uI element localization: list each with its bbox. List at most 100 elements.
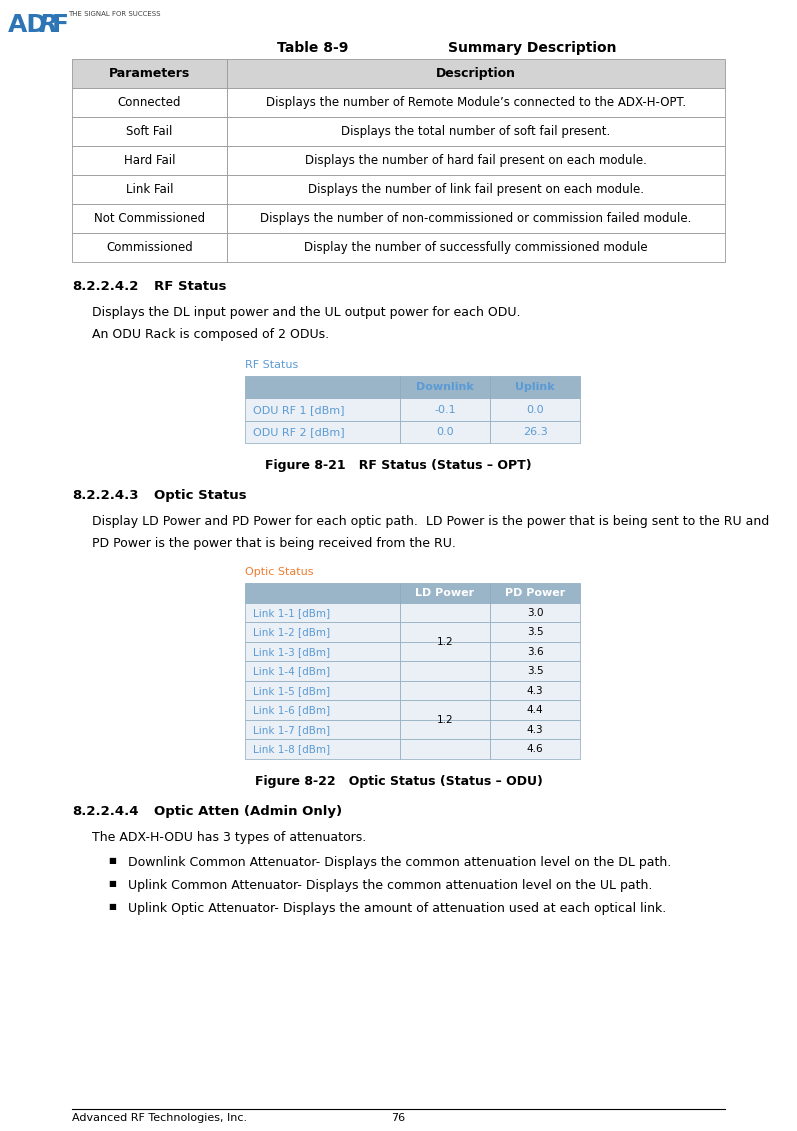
Text: 4.3: 4.3 bbox=[527, 725, 544, 735]
Text: 3.0: 3.0 bbox=[527, 607, 544, 618]
Text: 26.3: 26.3 bbox=[523, 428, 548, 438]
Text: Table 8-9: Table 8-9 bbox=[277, 41, 348, 55]
Bar bbox=[245, 681, 400, 700]
Bar bbox=[72, 88, 227, 116]
Bar bbox=[245, 603, 400, 622]
Text: Displays the number of hard fail present on each module.: Displays the number of hard fail present… bbox=[305, 154, 647, 167]
Text: Displays the number of Remote Module’s connected to the ADX-H-OPT.: Displays the number of Remote Module’s c… bbox=[266, 96, 686, 109]
Text: Link 1-5 [dBm]: Link 1-5 [dBm] bbox=[253, 685, 330, 696]
Text: F: F bbox=[52, 12, 69, 37]
Text: Optic Status: Optic Status bbox=[245, 568, 313, 578]
Text: 3.6: 3.6 bbox=[527, 647, 544, 657]
Text: -0.1: -0.1 bbox=[434, 405, 456, 415]
Bar bbox=[400, 421, 490, 443]
Bar bbox=[227, 59, 725, 88]
Text: RF Status: RF Status bbox=[154, 280, 226, 293]
Bar bbox=[400, 662, 490, 681]
Bar bbox=[227, 116, 725, 146]
Text: Advanced RF Technologies, Inc.: Advanced RF Technologies, Inc. bbox=[72, 1113, 247, 1123]
Bar bbox=[227, 233, 725, 262]
Text: Displays the number of non-commissioned or commission failed module.: Displays the number of non-commissioned … bbox=[261, 211, 692, 225]
Text: 8.2.2.4.4: 8.2.2.4.4 bbox=[72, 805, 139, 818]
Bar bbox=[400, 681, 490, 700]
Bar bbox=[227, 175, 725, 204]
Text: AD: AD bbox=[8, 12, 48, 37]
Bar bbox=[72, 116, 227, 146]
Bar bbox=[490, 700, 580, 720]
Bar bbox=[245, 642, 400, 662]
Text: Displays the DL input power and the UL output power for each ODU.: Displays the DL input power and the UL o… bbox=[92, 307, 520, 319]
Text: Link 1-1 [dBm]: Link 1-1 [dBm] bbox=[253, 607, 330, 618]
Text: 1.2: 1.2 bbox=[437, 637, 453, 647]
Bar bbox=[490, 375, 580, 398]
Bar bbox=[72, 204, 227, 233]
Text: 8.2.2.4.3: 8.2.2.4.3 bbox=[72, 490, 139, 502]
Text: Link Fail: Link Fail bbox=[126, 183, 173, 196]
Text: Link 1-8 [dBm]: Link 1-8 [dBm] bbox=[253, 744, 330, 754]
Text: Uplink Optic Attenuator- Displays the amount of attenuation used at each optical: Uplink Optic Attenuator- Displays the am… bbox=[128, 903, 666, 915]
Text: Downlink Common Attenuator- Displays the common attenuation level on the DL path: Downlink Common Attenuator- Displays the… bbox=[128, 856, 671, 869]
Text: Figure 8-22   Optic Status (Status – ODU): Figure 8-22 Optic Status (Status – ODU) bbox=[254, 775, 543, 788]
Bar bbox=[72, 175, 227, 204]
Text: 3.5: 3.5 bbox=[527, 628, 544, 637]
Bar bbox=[400, 740, 490, 759]
Bar bbox=[490, 622, 580, 642]
Bar bbox=[490, 720, 580, 740]
Bar bbox=[72, 233, 227, 262]
Bar bbox=[72, 59, 227, 88]
Text: Not Commissioned: Not Commissioned bbox=[94, 211, 205, 225]
Text: ODU RF 1 [dBm]: ODU RF 1 [dBm] bbox=[253, 405, 344, 415]
Bar bbox=[490, 740, 580, 759]
Text: Connected: Connected bbox=[118, 96, 181, 109]
Text: Soft Fail: Soft Fail bbox=[126, 126, 173, 138]
Text: PD Power is the power that is being received from the RU.: PD Power is the power that is being rece… bbox=[92, 537, 456, 551]
Text: Figure 8-21   RF Status (Status – OPT): Figure 8-21 RF Status (Status – OPT) bbox=[265, 459, 532, 473]
Text: ■: ■ bbox=[108, 856, 116, 865]
Text: Hard Fail: Hard Fail bbox=[124, 154, 175, 167]
Text: Uplink Common Attenuator- Displays the common attenuation level on the UL path.: Uplink Common Attenuator- Displays the c… bbox=[128, 879, 653, 892]
Text: Link 1-7 [dBm]: Link 1-7 [dBm] bbox=[253, 725, 330, 735]
Bar bbox=[227, 204, 725, 233]
Text: 4.3: 4.3 bbox=[527, 685, 544, 696]
Text: 1.2: 1.2 bbox=[437, 715, 453, 725]
Text: ■: ■ bbox=[108, 879, 116, 888]
Bar bbox=[245, 662, 400, 681]
Text: Downlink: Downlink bbox=[416, 382, 474, 392]
Bar bbox=[400, 642, 490, 662]
Bar bbox=[490, 584, 580, 603]
Bar bbox=[490, 681, 580, 700]
Text: PD Power: PD Power bbox=[505, 588, 565, 598]
Bar bbox=[245, 740, 400, 759]
Text: Parameters: Parameters bbox=[109, 67, 190, 80]
Bar bbox=[245, 421, 400, 443]
Text: 76: 76 bbox=[391, 1113, 406, 1123]
Text: Commissioned: Commissioned bbox=[106, 241, 193, 254]
Text: Link 1-4 [dBm]: Link 1-4 [dBm] bbox=[253, 666, 330, 676]
Text: Display the number of successfully commissioned module: Display the number of successfully commi… bbox=[304, 241, 648, 254]
Bar bbox=[490, 662, 580, 681]
Text: An ODU Rack is composed of 2 ODUs.: An ODU Rack is composed of 2 ODUs. bbox=[92, 328, 329, 342]
Bar bbox=[490, 642, 580, 662]
Text: 8.2.2.4.2: 8.2.2.4.2 bbox=[72, 280, 139, 293]
Bar bbox=[245, 700, 400, 720]
Text: Description: Description bbox=[436, 67, 516, 80]
Bar bbox=[245, 584, 400, 603]
Bar bbox=[400, 603, 490, 622]
Text: Display LD Power and PD Power for each optic path.  LD Power is the power that i: Display LD Power and PD Power for each o… bbox=[92, 516, 769, 528]
Text: Uplink: Uplink bbox=[515, 382, 555, 392]
Bar bbox=[227, 88, 725, 116]
Text: Link 1-2 [dBm]: Link 1-2 [dBm] bbox=[253, 628, 330, 637]
Bar bbox=[245, 720, 400, 740]
Bar bbox=[400, 398, 490, 421]
Text: Summary Description: Summary Description bbox=[449, 41, 617, 55]
Bar bbox=[490, 603, 580, 622]
Text: Displays the number of link fail present on each module.: Displays the number of link fail present… bbox=[308, 183, 644, 196]
Text: 0.0: 0.0 bbox=[436, 428, 453, 438]
Bar bbox=[245, 622, 400, 642]
Bar bbox=[400, 700, 490, 720]
Text: ODU RF 2 [dBm]: ODU RF 2 [dBm] bbox=[253, 428, 344, 438]
Bar bbox=[490, 421, 580, 443]
Text: ■: ■ bbox=[108, 903, 116, 910]
Bar bbox=[227, 146, 725, 175]
Text: 4.6: 4.6 bbox=[527, 744, 544, 754]
